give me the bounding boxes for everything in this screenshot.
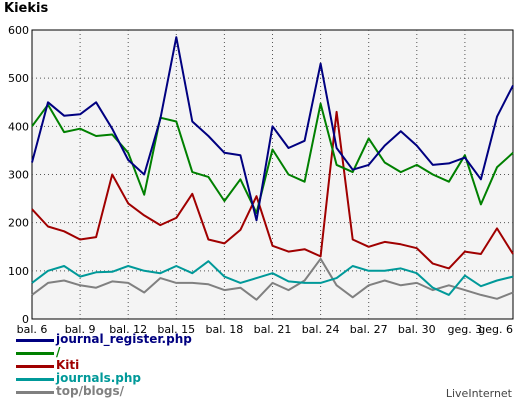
x-tick-label: bal. 24 xyxy=(302,323,340,336)
legend-label: top/blogs/ xyxy=(56,384,125,398)
x-tick-label: bal. 15 xyxy=(157,323,195,336)
x-tick-label: bal. 21 xyxy=(254,323,292,336)
x-tick-label: geg. 3 xyxy=(448,323,483,336)
legend-swatch xyxy=(16,339,54,342)
y-tick-label: 400 xyxy=(8,120,29,133)
legend-swatch xyxy=(16,352,54,355)
legend-swatch xyxy=(16,365,54,368)
y-tick-label: 0 xyxy=(22,313,29,326)
credit-label: LiveInternet xyxy=(445,387,512,400)
series-line xyxy=(31,110,514,270)
y-tick-label: 300 xyxy=(8,169,29,182)
series-line xyxy=(31,102,514,214)
x-tick-label: bal. 27 xyxy=(350,323,388,336)
legend-swatch xyxy=(16,391,54,394)
x-tick-label: bal. 30 xyxy=(398,323,436,336)
series-line xyxy=(31,36,514,222)
series-lines xyxy=(31,36,514,301)
legend-label: journal_register.php xyxy=(56,332,192,346)
y-tick-label: 200 xyxy=(8,217,29,230)
x-tick-label: bal. 12 xyxy=(109,323,147,336)
series-line xyxy=(31,257,514,301)
x-tick-label: bal. 6 xyxy=(17,323,48,336)
series-line xyxy=(31,260,514,296)
x-tick-label: bal. 18 xyxy=(206,323,244,336)
y-tick-label: 500 xyxy=(8,72,29,85)
x-axis: bal. 6 bal. 9 bal. 12 bal. 15 bal. 18 bal. 21… xyxy=(17,323,513,336)
y-tick-label: 100 xyxy=(8,265,29,278)
legend-label: / xyxy=(56,345,61,359)
x-tick-label: bal. 9 xyxy=(65,323,96,336)
chart-title: Kiekis xyxy=(4,1,49,16)
legend-label: journals.php xyxy=(56,371,141,385)
grid xyxy=(32,30,513,319)
legend-swatch xyxy=(16,378,54,381)
y-tick-label: 600 xyxy=(8,24,29,37)
y-axis: 0 100 200 300 400 500 600 xyxy=(8,24,29,326)
x-tick-label: geg. 6 xyxy=(478,323,513,336)
legend-label: Kiti xyxy=(56,358,80,372)
